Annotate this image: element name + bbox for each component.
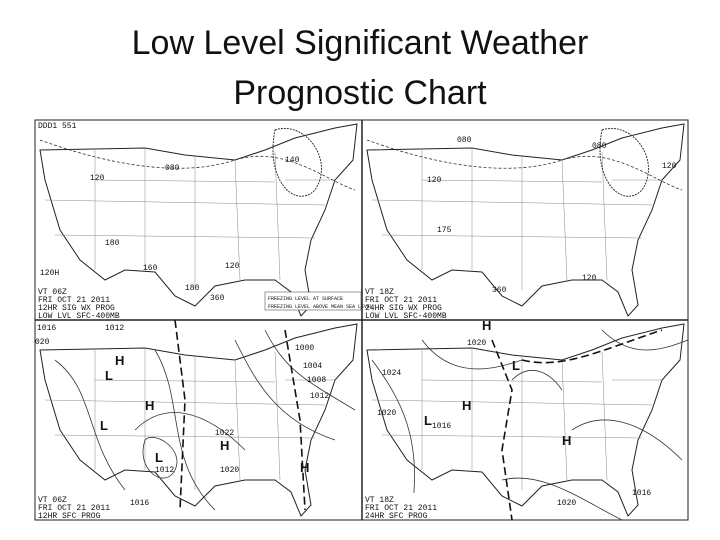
panel-caption: 12HR SIG WX PROG — [38, 304, 115, 313]
slide-title: Low Level Significant Weather Prognostic… — [131, 24, 589, 112]
pressure-center: L — [424, 413, 432, 428]
map-label: 1012 — [155, 466, 174, 475]
caption-box — [363, 493, 455, 519]
map-label: 180 — [185, 284, 200, 293]
front — [491, 339, 513, 521]
panel-caption: FRI OCT 21 2011 — [365, 296, 437, 305]
panel-caption: LOW LVL SFC-400MB — [38, 312, 120, 321]
front — [174, 319, 186, 511]
panel-caption: LOW LVL SFC-400MB — [365, 312, 447, 321]
pressure-center: H — [462, 398, 471, 413]
map-label: 120H — [40, 269, 59, 278]
isobar — [511, 369, 563, 391]
pressure-center: L — [512, 358, 520, 373]
panel-caption: 12HR SFC PROG — [38, 512, 101, 521]
front — [521, 329, 663, 364]
panel-caption: 24HR SFC PROG — [365, 512, 428, 521]
isobar — [421, 339, 523, 370]
pressure-center: H — [220, 438, 229, 453]
map-panel: DDD1 551 120 080 140 180 160 120 180 360 120H VT 0… — [36, 122, 358, 321]
map-label: DDD1 551 — [38, 122, 77, 131]
map-label: 1016 — [432, 422, 451, 431]
pressure-center: L — [100, 418, 108, 433]
map-label: 175 — [437, 226, 452, 235]
map-label: 1020 — [220, 466, 239, 475]
panel-caption: VT 06Z — [38, 496, 67, 505]
map-label: 180 — [105, 239, 120, 248]
caption-box — [36, 493, 128, 519]
map-label: 120 — [90, 174, 105, 183]
isobar — [264, 329, 356, 411]
caption-box — [36, 285, 128, 319]
map-label: 080 — [457, 136, 472, 145]
map-label: 120 — [427, 176, 442, 185]
pressure-center: L — [105, 368, 113, 383]
panel-caption: VT 06Z — [38, 288, 67, 297]
panel-caption: FRI OCT 21 2011 — [38, 504, 110, 513]
panel-caption: VT 18Z — [365, 288, 394, 297]
freezing-level — [39, 139, 356, 191]
front — [284, 329, 306, 511]
isobar — [601, 329, 689, 351]
isobar — [134, 412, 246, 451]
map-label: 120 — [662, 162, 677, 171]
panel-caption: FRI OCT 21 2011 — [38, 296, 110, 305]
map-label: 120 — [225, 262, 240, 271]
weather-area — [272, 127, 322, 197]
isobar — [234, 339, 336, 441]
map-label: 1016 — [37, 324, 56, 333]
map-label: 080 — [165, 164, 180, 173]
map-label: 360 — [492, 286, 507, 295]
isobar — [142, 437, 178, 479]
map-label: 1020 — [377, 409, 396, 418]
map-label: 1008 — [307, 376, 326, 385]
map-label: 160 — [143, 264, 158, 273]
isobar — [54, 359, 126, 491]
pressure-center: H — [562, 433, 571, 448]
map-label: 1000 — [295, 344, 314, 353]
map-label: 1022 — [215, 429, 234, 438]
isobar — [154, 349, 216, 511]
pressure-center: H — [300, 460, 309, 475]
map-legend: FREEZING LEVEL AT SURFACE FREEZING LEVEL … — [264, 291, 373, 311]
map-label: 1012 — [310, 392, 329, 401]
map-label: 1020 — [467, 339, 486, 348]
pressure-center: H — [145, 398, 154, 413]
legend-box — [264, 291, 362, 311]
panel-caption: FRI OCT 21 2011 — [365, 504, 437, 513]
pressure-center: H — [115, 353, 124, 368]
panel-caption: 24HR SIG WX PROG — [365, 304, 442, 313]
weather-area — [599, 127, 649, 197]
map-label: 020 — [35, 338, 50, 347]
map-label: 1016 — [632, 489, 651, 498]
pressure-center: L — [155, 450, 163, 465]
map-label: 140 — [285, 156, 300, 165]
pressure-center: H — [482, 318, 491, 333]
map-label: 1024 — [382, 369, 401, 378]
legend-text: FREEZING LEVEL ABOVE MEAN SEA LEVEL — [268, 304, 373, 310]
isobar — [371, 359, 415, 511]
isobar — [501, 477, 623, 521]
freezing-level — [366, 139, 683, 191]
caption-box — [363, 285, 455, 319]
map-label: 1016 — [130, 499, 149, 508]
panel-caption: VT 18Z — [365, 496, 394, 505]
map-panel: 10160201012HLLH10001004100810121022HL101… — [35, 319, 358, 521]
map-label: 360 — [210, 294, 225, 303]
map-label: 1020 — [557, 499, 576, 508]
legend-text: FREEZING LEVEL AT SURFACE — [268, 296, 343, 302]
map-label: 1004 — [303, 362, 322, 371]
map-label: 120 — [582, 274, 597, 283]
isobar — [571, 419, 683, 461]
map-label: 080 — [592, 142, 607, 151]
map-label: 1012 — [105, 324, 124, 333]
